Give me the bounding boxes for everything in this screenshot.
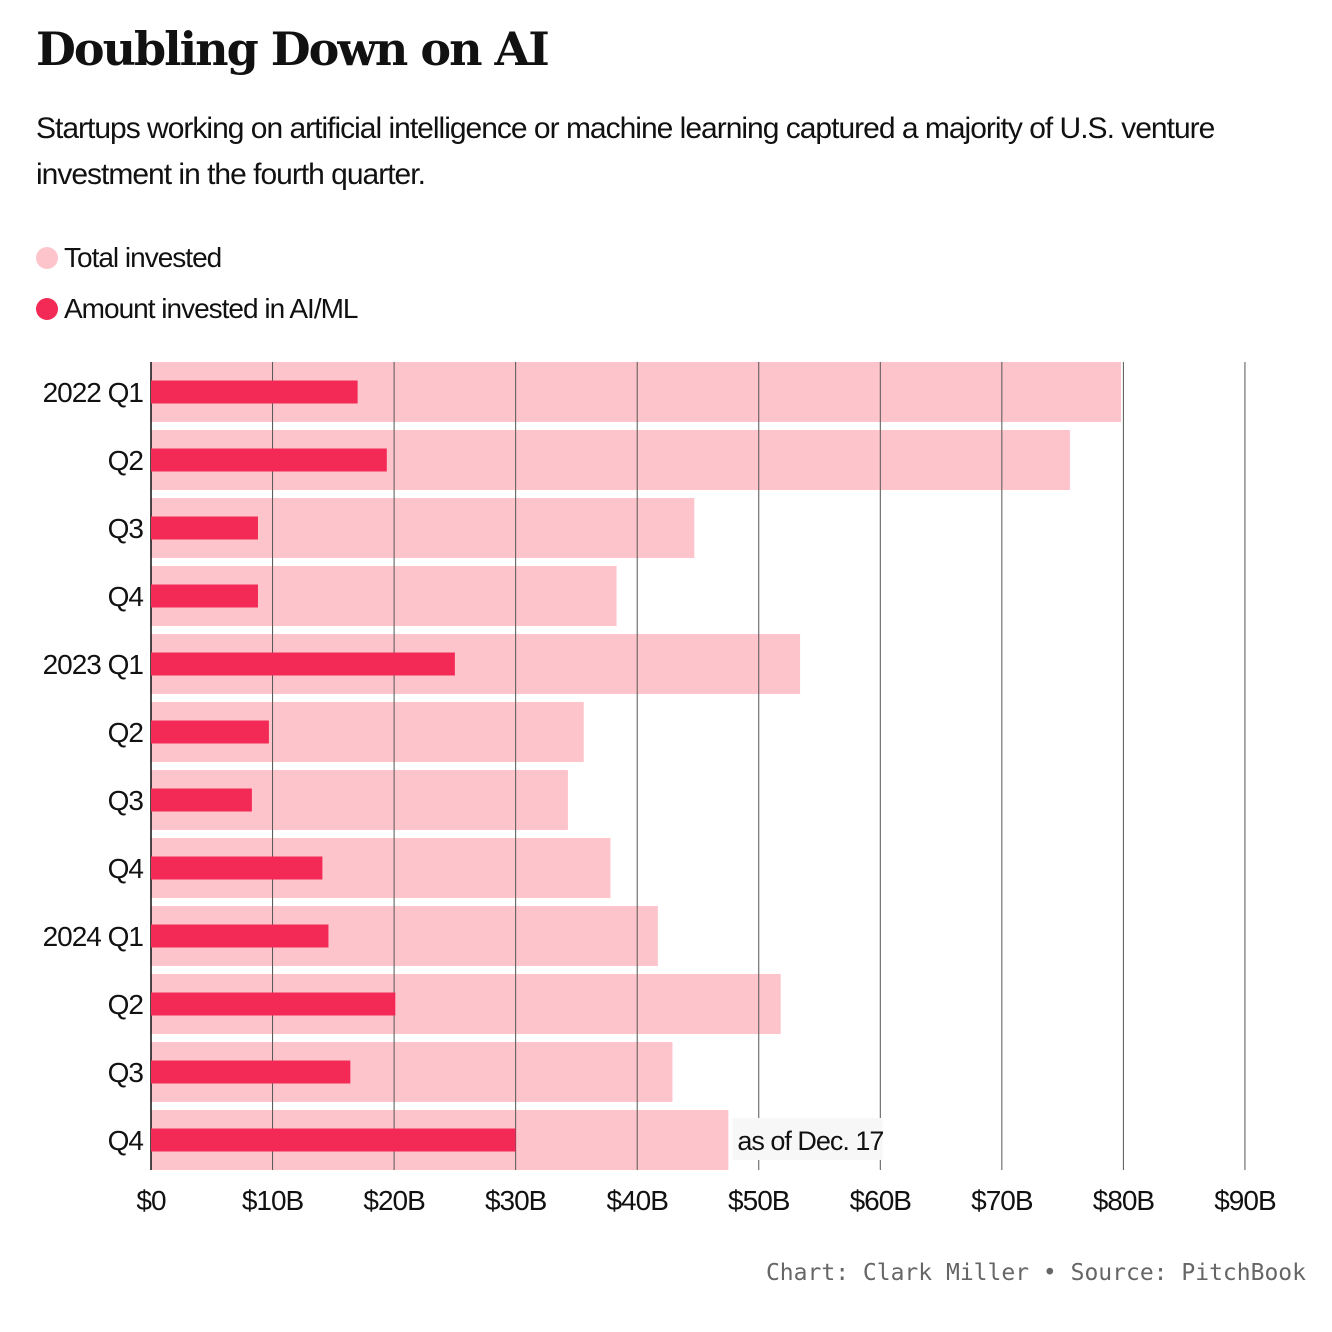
bar-ai-3 (151, 584, 258, 608)
annotation-label: as of Dec. 17 (737, 1126, 883, 1156)
category-label-7: Q4 (108, 853, 144, 884)
category-label-3: Q4 (108, 581, 144, 612)
category-label-1: Q2 (108, 445, 144, 476)
annotation-background (732, 1118, 883, 1160)
x-tick-labels: $0 $10B $20B $30B $40B $50B $60B $70B $80B $90B (136, 1185, 1277, 1216)
legend-swatch-total (36, 247, 58, 269)
total-bars (151, 362, 1121, 1170)
category-label-0: 2022 Q1 (43, 377, 144, 408)
x-tick-label-3: $30B (485, 1185, 547, 1216)
bar-ai-11 (151, 1128, 516, 1152)
category-label-2: Q3 (108, 513, 144, 544)
x-tick-label-8: $80B (1093, 1185, 1155, 1216)
bar-ai-5 (151, 720, 269, 744)
category-label-8: 2024 Q1 (43, 921, 144, 952)
category-label-11: Q4 (108, 1125, 144, 1156)
legend-swatch-ai (36, 298, 58, 320)
grid-lines (150, 362, 1246, 1170)
category-label-9: Q2 (108, 989, 144, 1020)
category-label-10: Q3 (108, 1057, 144, 1088)
bar-ai-2 (151, 516, 258, 540)
category-label-4: 2023 Q1 (43, 649, 144, 680)
bar-ai-4 (151, 652, 455, 676)
x-tick-label-9: $90B (1214, 1185, 1276, 1216)
category-label-5: Q2 (108, 717, 144, 748)
legend: Total invested Amount invested in AI/ML (36, 238, 359, 340)
ai-bars (151, 380, 516, 1152)
chart-title: Doubling Down on AI (36, 22, 550, 76)
x-tick-label-6: $60B (850, 1185, 912, 1216)
x-tick-label-4: $40B (606, 1185, 668, 1216)
category-labels: 2022 Q1 Q2 Q3 Q4 2023 Q1 Q2 Q3 Q4 2024 Q1 Q2 Q3 Q4 (43, 377, 145, 1156)
bar-ai-10 (151, 1060, 351, 1084)
bar-ai-7 (151, 856, 323, 880)
bar-ai-6 (151, 788, 252, 812)
x-tick-label-0: $0 (136, 1185, 166, 1216)
annotation-group: as of Dec. 17 (732, 1118, 884, 1160)
credit-line: Chart: Clark Miller • Source: PitchBook (765, 1260, 1306, 1286)
legend-label-ai: Amount invested in AI/ML (64, 293, 359, 324)
legend-item-total: Total invested (36, 238, 358, 278)
chart-subtitle: Startups working on artificial intellige… (36, 112, 1215, 191)
bar-ai-1 (151, 448, 387, 472)
category-label-6: Q3 (108, 785, 144, 816)
legend-label-total: Total invested (64, 242, 222, 273)
x-tick-label-5: $50B (728, 1185, 790, 1216)
bar-ai-9 (151, 992, 396, 1016)
x-tick-label-7: $70B (971, 1185, 1033, 1216)
x-tick-label-1: $10B (242, 1185, 304, 1216)
bar-ai-0 (151, 380, 358, 404)
x-tick-label-2: $20B (363, 1185, 425, 1216)
legend-item-ai: Amount invested in AI/ML (36, 289, 359, 329)
bar-ai-8 (151, 924, 329, 948)
